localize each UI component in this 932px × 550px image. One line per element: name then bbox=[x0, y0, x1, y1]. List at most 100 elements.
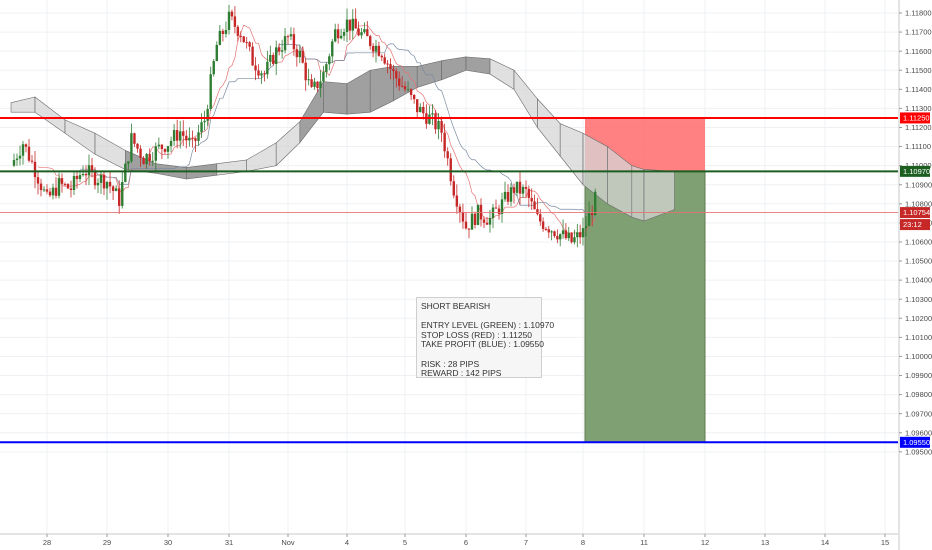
time-tick-label: 29 bbox=[103, 538, 111, 547]
candle-body bbox=[307, 79, 310, 81]
candle-body bbox=[567, 233, 570, 239]
candle-body bbox=[524, 186, 528, 189]
candle-body bbox=[218, 30, 222, 45]
candle-body bbox=[224, 29, 228, 34]
candle-body bbox=[461, 211, 465, 222]
candle-body bbox=[227, 11, 231, 30]
candle-body bbox=[527, 188, 531, 198]
candle-body bbox=[521, 186, 525, 194]
candle-body bbox=[48, 191, 52, 196]
price-tick-label: 1.10500 bbox=[905, 257, 932, 266]
note-reward: REWARD : 142 PIPS bbox=[421, 368, 502, 379]
candle-body bbox=[464, 221, 468, 229]
candle-body bbox=[428, 114, 431, 124]
candle-body bbox=[188, 137, 191, 141]
ichimoku-cloud bbox=[10, 56, 675, 222]
candle-body bbox=[409, 89, 413, 95]
candle-body bbox=[142, 157, 145, 165]
candle-body bbox=[573, 237, 576, 243]
candle-body bbox=[348, 19, 352, 31]
price-tick-label: 1.11400 bbox=[905, 85, 932, 94]
candle-body bbox=[102, 174, 106, 189]
candle-body bbox=[99, 174, 103, 183]
candle-body bbox=[476, 204, 480, 225]
candle-body bbox=[27, 146, 31, 161]
candle-body bbox=[360, 32, 363, 36]
candle-body bbox=[539, 214, 542, 222]
candle-body bbox=[182, 131, 185, 136]
candle-body bbox=[87, 165, 91, 176]
candle-body bbox=[124, 163, 127, 182]
candle-body bbox=[584, 226, 588, 229]
candle-body bbox=[406, 89, 410, 91]
time-axis[interactable]: 28 29 30 31 Nov 4 5 6 7 8 11 12 13 14 15 bbox=[0, 533, 898, 547]
candle-body bbox=[172, 130, 176, 141]
candle-body bbox=[351, 18, 354, 31]
candle-body bbox=[497, 208, 501, 214]
candle-body bbox=[245, 42, 248, 44]
candle-body bbox=[212, 61, 215, 75]
candle-body bbox=[354, 18, 357, 29]
candle-body bbox=[369, 36, 372, 46]
candle-body bbox=[564, 230, 568, 239]
candle-body bbox=[254, 65, 257, 71]
candle-body bbox=[416, 99, 419, 113]
candle-body bbox=[121, 181, 124, 206]
candle-body bbox=[434, 113, 437, 130]
candle-body bbox=[30, 160, 34, 162]
candle-body bbox=[90, 165, 94, 171]
time-tick-label: 15 bbox=[881, 538, 889, 547]
candle-body bbox=[473, 213, 477, 225]
candle-body bbox=[398, 78, 401, 86]
take-profit-tag bbox=[900, 436, 930, 448]
candle-body bbox=[452, 181, 455, 196]
candle-body bbox=[127, 161, 130, 164]
chart-grid bbox=[0, 0, 898, 534]
candle-body bbox=[403, 86, 407, 90]
candle-body bbox=[339, 35, 343, 39]
price-tick-label: 1.11800 bbox=[905, 9, 932, 18]
candle-body bbox=[530, 197, 533, 202]
candle-body bbox=[151, 160, 154, 162]
candle-body bbox=[374, 45, 378, 52]
candle-body bbox=[578, 232, 582, 238]
entry-tag-label: 1.10970 bbox=[903, 167, 930, 176]
candle-body bbox=[203, 120, 206, 123]
candle-body bbox=[139, 148, 142, 158]
candle-body bbox=[392, 69, 395, 72]
candle-body bbox=[419, 106, 422, 113]
candle-body bbox=[136, 143, 139, 149]
candle-body bbox=[336, 29, 340, 39]
candle-body bbox=[485, 222, 489, 225]
candle-body bbox=[556, 236, 559, 240]
candle-body bbox=[57, 178, 61, 196]
candle-body bbox=[518, 181, 522, 194]
candle-body bbox=[51, 187, 55, 196]
candle-body bbox=[54, 187, 58, 196]
time-tick-label: 31 bbox=[225, 538, 233, 547]
candle-body bbox=[114, 188, 118, 191]
candle-body bbox=[45, 189, 49, 192]
candle-body bbox=[479, 204, 483, 220]
price-tick-label: 1.09500 bbox=[905, 447, 932, 456]
candle-body bbox=[509, 187, 513, 202]
candle-body bbox=[111, 186, 115, 191]
price-axis[interactable]: 1.11800 1.11700 1.11600 1.11500 1.11400 1.113… bbox=[898, 0, 932, 550]
trade-note[interactable]: SHORT BEARISH ENTRY LEVEL (GREEN) : 1.10… bbox=[416, 297, 554, 379]
candle-body bbox=[145, 153, 148, 165]
candle-body bbox=[313, 81, 316, 87]
candle-body bbox=[233, 16, 237, 27]
entry-tag bbox=[900, 165, 930, 177]
candle-body bbox=[389, 64, 392, 70]
candle-body bbox=[322, 72, 325, 82]
time-tick-label: 12 bbox=[701, 538, 709, 547]
note-title: SHORT BEARISH bbox=[421, 301, 491, 311]
candle-body bbox=[118, 188, 121, 206]
candle-body bbox=[39, 183, 43, 191]
level-lines bbox=[0, 116, 898, 444]
candle-body bbox=[206, 108, 209, 121]
candle-body bbox=[467, 228, 471, 230]
time-tick-label: 7 bbox=[524, 538, 528, 547]
price-tick-label: 1.10800 bbox=[905, 199, 932, 208]
